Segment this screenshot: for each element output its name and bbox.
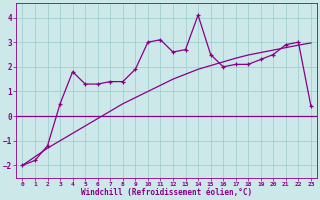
X-axis label: Windchill (Refroidissement éolien,°C): Windchill (Refroidissement éolien,°C) — [81, 188, 252, 197]
